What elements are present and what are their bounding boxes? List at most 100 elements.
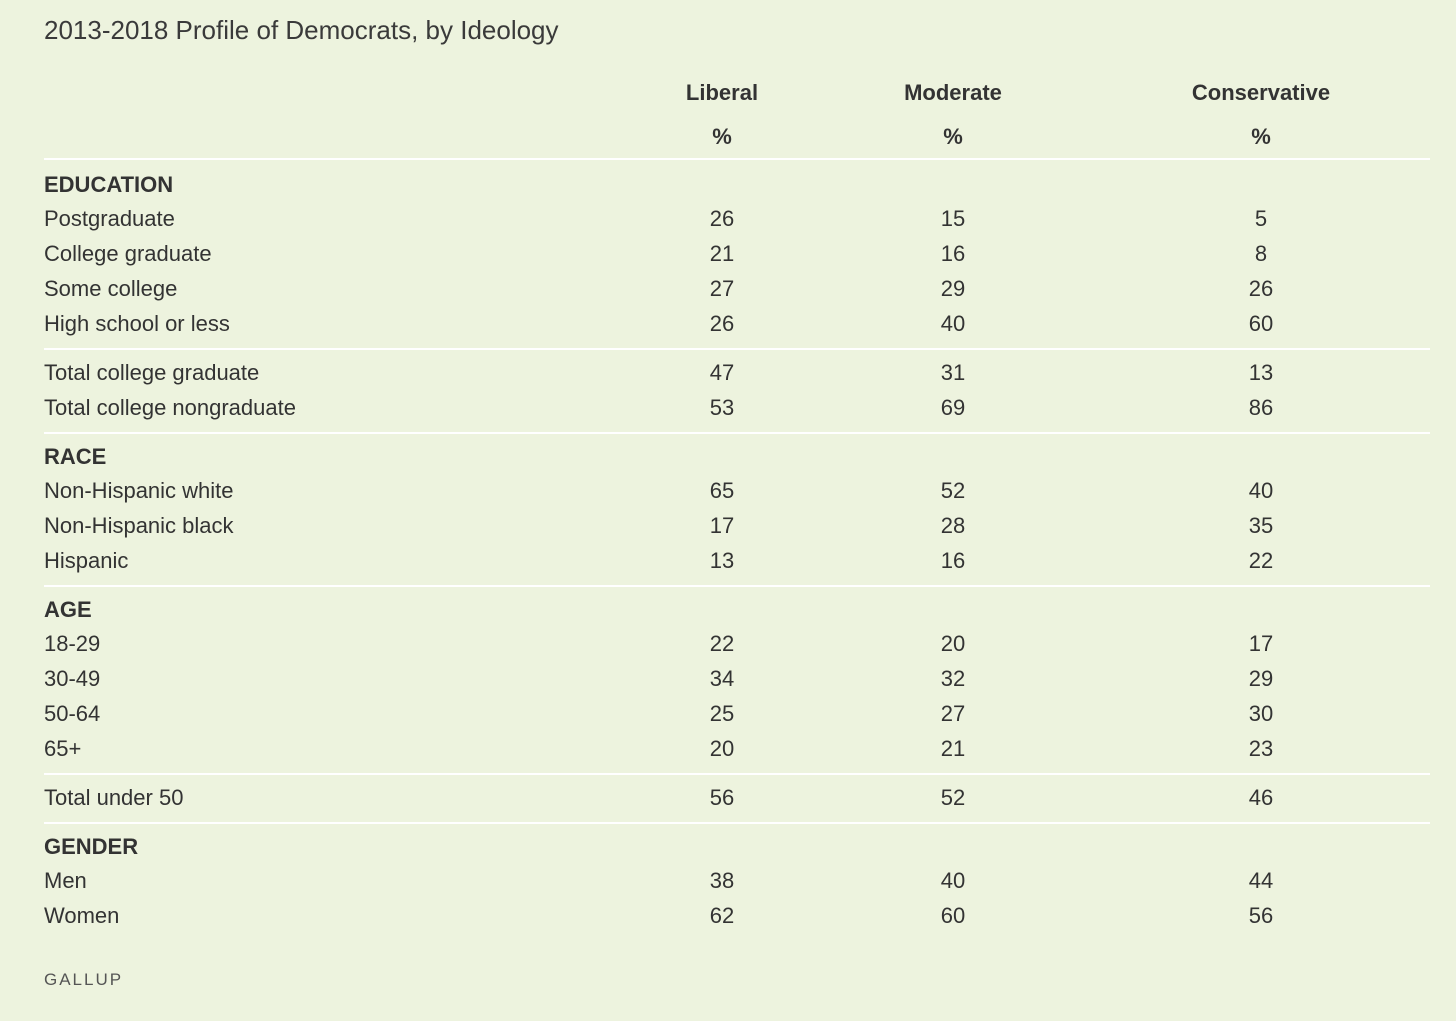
- table-row: Total college graduate 47 31 13: [0, 356, 1456, 390]
- value-cell-liberal: 21: [709, 241, 735, 266]
- section-heading: RACE: [44, 444, 107, 469]
- value-cell-moderate: 27: [940, 701, 966, 726]
- table-row: 30-49 34 32 29: [0, 662, 1456, 696]
- value-cell-liberal: 27: [709, 276, 735, 301]
- table-row: Postgraduate 26 15 5: [0, 202, 1456, 236]
- value-cell-conservative: 56: [1248, 903, 1274, 928]
- table-row: College graduate 21 16 8: [0, 237, 1456, 271]
- value-cell-moderate: 28: [940, 513, 966, 538]
- value-cell-conservative: 60: [1248, 311, 1274, 336]
- table-row: 50-64 25 27 30: [0, 697, 1456, 731]
- value-cell-conservative: 86: [1248, 395, 1274, 420]
- column-unit-moderate: %: [943, 124, 963, 149]
- row-label: Women: [44, 903, 120, 928]
- column-unit-liberal: %: [712, 124, 732, 149]
- value-cell-conservative: 35: [1248, 513, 1274, 538]
- value-cell-conservative: 29: [1248, 666, 1274, 691]
- table-row: Non-Hispanic white 65 52 40: [0, 474, 1456, 508]
- value-cell-moderate: 32: [940, 666, 966, 691]
- row-label: Non-Hispanic white: [44, 478, 234, 503]
- column-header-liberal: Liberal: [685, 80, 759, 105]
- row-label: 65+: [44, 736, 82, 761]
- value-cell-liberal: 62: [709, 903, 735, 928]
- chart-title: 2013-2018 Profile of Democrats, by Ideol…: [44, 15, 559, 45]
- row-label: College graduate: [44, 241, 212, 266]
- section-heading: AGE: [44, 597, 92, 622]
- value-cell-liberal: 47: [709, 360, 735, 385]
- value-cell-moderate: 69: [940, 395, 966, 420]
- table-row: High school or less 26 40 60: [0, 307, 1456, 341]
- row-label: Total under 50: [44, 785, 184, 810]
- row-label: Men: [44, 868, 87, 893]
- row-label: 50-64: [44, 701, 101, 726]
- table-row: Women 62 60 56: [0, 899, 1456, 933]
- value-cell-moderate: 60: [940, 903, 966, 928]
- value-cell-moderate: 15: [940, 206, 966, 231]
- value-cell-moderate: 52: [940, 785, 966, 810]
- value-cell-conservative: 26: [1248, 276, 1274, 301]
- section-divider: [44, 432, 1430, 434]
- value-cell-moderate: 29: [940, 276, 966, 301]
- header-divider: [44, 158, 1430, 160]
- value-cell-moderate: 40: [940, 311, 966, 336]
- value-cell-liberal: 38: [709, 868, 735, 893]
- value-cell-liberal: 13: [709, 548, 735, 573]
- value-cell-moderate: 31: [940, 360, 966, 385]
- section-divider: [44, 348, 1430, 350]
- value-cell-conservative: 44: [1248, 868, 1274, 893]
- section-heading: EDUCATION: [44, 172, 174, 197]
- value-cell-conservative: 40: [1248, 478, 1274, 503]
- section-heading: GENDER: [44, 834, 139, 859]
- value-cell-moderate: 16: [940, 548, 966, 573]
- value-cell-conservative: 22: [1248, 548, 1274, 573]
- value-cell-moderate: 21: [940, 736, 966, 761]
- table-row: Men 38 40 44: [0, 864, 1456, 898]
- value-cell-liberal: 26: [709, 311, 735, 336]
- value-cell-conservative: 30: [1248, 701, 1274, 726]
- value-cell-liberal: 26: [709, 206, 735, 231]
- row-label: Some college: [44, 276, 178, 301]
- value-cell-conservative: 8: [1254, 241, 1268, 266]
- value-cell-liberal: 25: [709, 701, 735, 726]
- column-header-conservative: Conservative: [1191, 80, 1331, 105]
- value-cell-moderate: 40: [940, 868, 966, 893]
- value-cell-liberal: 22: [709, 631, 735, 656]
- row-label: Total college nongraduate: [44, 395, 296, 420]
- value-cell-liberal: 65: [709, 478, 735, 503]
- value-cell-conservative: 17: [1248, 631, 1274, 656]
- value-cell-conservative: 46: [1248, 785, 1274, 810]
- value-cell-conservative: 23: [1248, 736, 1274, 761]
- section-heading-row: AGE: [0, 593, 1456, 627]
- row-label: 30-49: [44, 666, 101, 691]
- column-header-moderate: Moderate: [904, 80, 1002, 105]
- column-unit-conservative: %: [1251, 124, 1271, 149]
- section-divider: [44, 585, 1430, 587]
- section-divider: [44, 773, 1430, 775]
- row-label: Total college graduate: [44, 360, 260, 385]
- value-cell-liberal: 34: [709, 666, 735, 691]
- table-row: Some college 27 29 26: [0, 272, 1456, 306]
- table-row: 65+ 20 21 23: [0, 732, 1456, 766]
- section-divider: [44, 822, 1430, 824]
- row-label: Postgraduate: [44, 206, 175, 231]
- value-cell-liberal: 53: [709, 395, 735, 420]
- value-cell-moderate: 52: [940, 478, 966, 503]
- section-heading-row: GENDER: [0, 830, 1456, 864]
- table-row: Total under 50 56 52 46: [0, 781, 1456, 815]
- value-cell-conservative: 5: [1254, 206, 1268, 231]
- value-cell-moderate: 20: [940, 631, 966, 656]
- section-heading-row: EDUCATION: [0, 168, 1456, 202]
- section-heading-row: RACE: [0, 440, 1456, 474]
- value-cell-liberal: 56: [709, 785, 735, 810]
- source-label: GALLUP: [44, 970, 124, 989]
- row-label: Non-Hispanic black: [44, 513, 234, 538]
- row-label: High school or less: [44, 311, 230, 336]
- value-cell-moderate: 16: [940, 241, 966, 266]
- table-row: Non-Hispanic black 17 28 35: [0, 509, 1456, 543]
- table-row: 18-29 22 20 17: [0, 627, 1456, 661]
- table-row: Hispanic 13 16 22: [0, 544, 1456, 578]
- row-label: Hispanic: [44, 548, 129, 573]
- value-cell-liberal: 17: [709, 513, 735, 538]
- value-cell-conservative: 13: [1248, 360, 1274, 385]
- table-row: Total college nongraduate 53 69 86: [0, 391, 1456, 425]
